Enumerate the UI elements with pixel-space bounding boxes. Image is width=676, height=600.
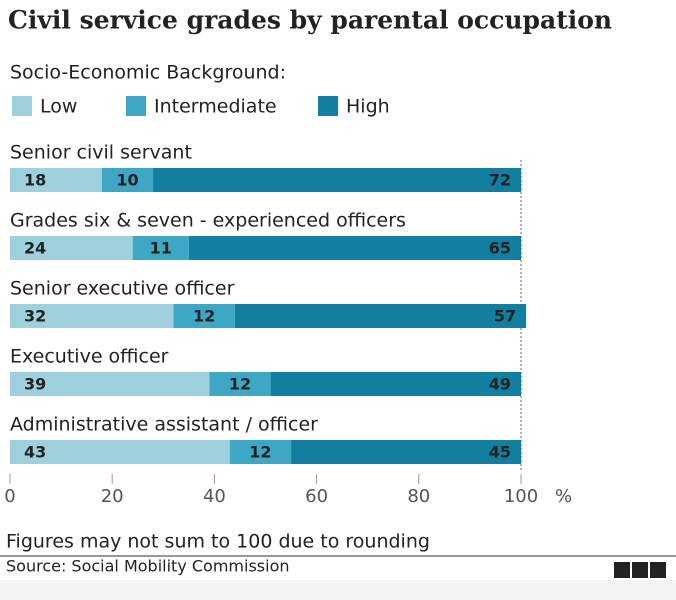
legend-title: Socio-Economic Background: [10, 62, 286, 84]
logo-box [650, 562, 666, 578]
bar-segment [188, 236, 521, 260]
data-label: 65 [489, 239, 511, 258]
bar-segment [229, 440, 292, 464]
plot: Senior civil servant 18 10 72 Grades six & s… [10, 142, 527, 470]
data-label: 12 [193, 307, 215, 326]
logo-box [614, 562, 630, 578]
bar-segment [270, 372, 521, 396]
x-tick-label: 60 [305, 486, 328, 507]
x-tick-label: 100 [504, 486, 538, 507]
x-tick-label: 0 [4, 486, 15, 507]
source: Source: Social Mobility Commission [6, 557, 290, 576]
data-label: 43 [24, 443, 46, 462]
x-tick-label: 40 [203, 486, 226, 507]
logo-letter: C [653, 564, 663, 579]
bar-segment [10, 440, 230, 464]
data-label: 49 [489, 375, 511, 394]
footer-strip [0, 580, 676, 600]
bar-segment [10, 168, 102, 192]
category-label: Senior civil servant [10, 142, 192, 164]
data-label: 12 [229, 375, 251, 394]
bar-segment [132, 236, 189, 260]
x-tick-label: 80 [407, 486, 430, 507]
bar-segment [173, 304, 235, 328]
legend-label: Intermediate [154, 96, 277, 118]
data-label: 72 [489, 171, 511, 190]
bar-segment [10, 372, 210, 396]
category-label: Senior executive officer [10, 278, 235, 300]
data-label: 12 [249, 443, 271, 462]
bar-segment [10, 236, 133, 260]
data-label: 18 [24, 171, 46, 190]
data-label: 32 [24, 307, 46, 326]
logo-letter: B [635, 564, 645, 579]
data-label: 57 [494, 307, 516, 326]
legend-swatch [318, 96, 338, 116]
category-label: Grades six & seven - experienced officer… [10, 210, 406, 232]
data-label: 11 [150, 239, 172, 258]
data-label: 45 [489, 443, 511, 462]
x-axis: 0 20 40 60 80 100% [4, 474, 572, 507]
legend-swatch [126, 96, 146, 116]
bar-segment [234, 304, 527, 328]
x-axis-unit: % [555, 486, 572, 507]
bar-segment [209, 372, 271, 396]
x-tick-label: 20 [101, 486, 124, 507]
chart-title: Civil service grades by parental occupat… [8, 6, 612, 35]
legend: Low Intermediate High [12, 96, 390, 118]
category-label: Administrative assistant / officer [10, 414, 318, 436]
bar-segment [10, 304, 174, 328]
bar-segment [153, 168, 521, 192]
category-label: Executive officer [10, 346, 169, 368]
data-label: 24 [24, 239, 46, 258]
legend-swatch [12, 96, 32, 116]
legend-label: Low [40, 96, 77, 118]
logo-box [632, 562, 648, 578]
logo-letter: B [617, 564, 627, 579]
legend-label: High [346, 96, 390, 118]
data-label: 39 [24, 375, 46, 394]
bar-segment [291, 440, 521, 464]
bar-segment [101, 168, 154, 192]
data-label: 10 [116, 171, 138, 190]
note: Figures may not sum to 100 due to roundi… [6, 531, 430, 553]
